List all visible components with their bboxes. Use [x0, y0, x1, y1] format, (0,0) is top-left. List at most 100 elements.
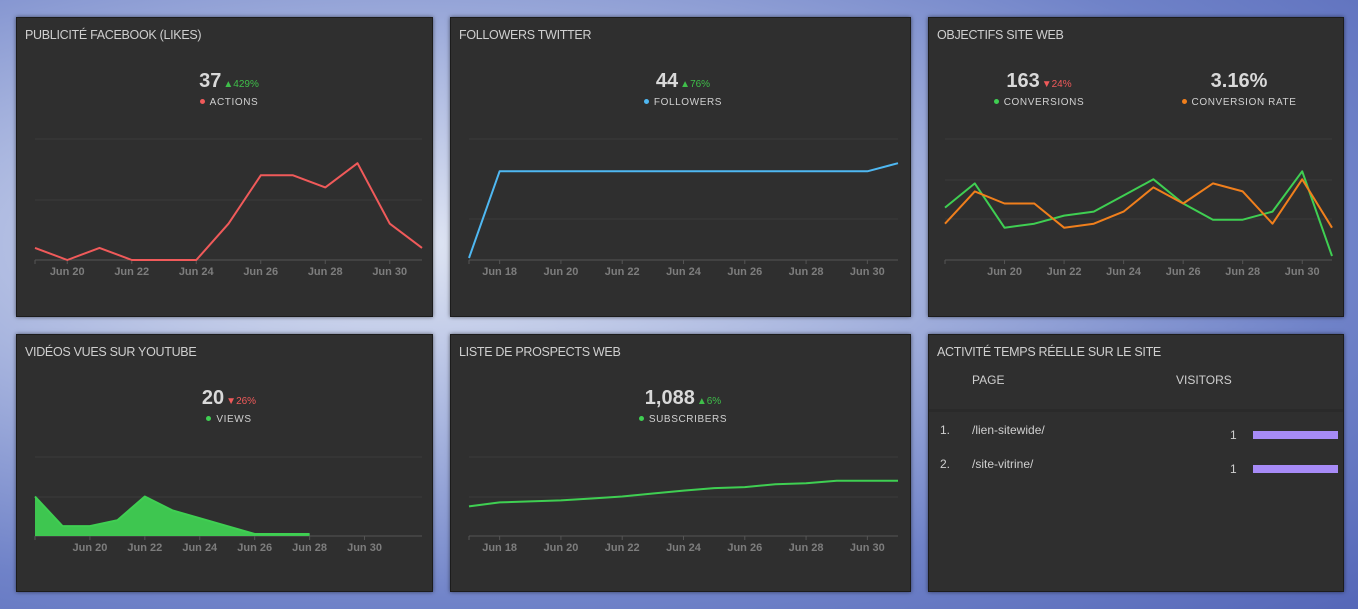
x-tick-label: Jun 20 — [987, 266, 1022, 278]
x-tick-label: Jun 28 — [789, 542, 824, 554]
x-tick-label: Jun 30 — [850, 542, 885, 554]
x-tick-label: Jun 28 — [308, 266, 343, 278]
x-tick-label: Jun 20 — [543, 266, 578, 278]
panel-title: PUBLICITÉ FACEBOOK (LIKES) — [25, 28, 202, 42]
series-line — [34, 495, 310, 535]
row-page-link[interactable]: /site-vitrine/ — [972, 457, 1034, 471]
x-tick-label: Jun 22 — [114, 266, 149, 278]
metrics: 37 ▲429% ACTIONS — [17, 70, 432, 110]
x-tick-label: Jun 22 — [605, 266, 640, 278]
legend-dot — [638, 415, 644, 421]
panel-title: OBJECTIFS SITE WEB — [937, 28, 1064, 42]
x-tick-label: Jun 24 — [179, 266, 215, 278]
x-tick-label: Jun 28 — [1225, 266, 1260, 278]
x-tick-label: Jun 30 — [347, 542, 382, 554]
panel-title: VIDÉOS VUES SUR YOUTUBE — [25, 345, 197, 359]
x-tick-label: Jun 26 — [727, 542, 762, 554]
panel-youtube-views: VIDÉOS VUES SUR YOUTUBE 20 ▼26% VIEWS Jun… — [16, 334, 433, 592]
legend-dot — [206, 415, 212, 421]
legend-dot — [1181, 98, 1187, 104]
x-tick-label: Jun 24 — [666, 266, 702, 278]
x-tick-label: Jun 22 — [127, 542, 162, 554]
visitors-bar — [1253, 465, 1338, 473]
metric-actions: 37 ▲429% ACTIONS — [109, 70, 349, 108]
x-tick-label: Jun 28 — [789, 266, 824, 278]
metric-value: 3.16% — [1210, 70, 1268, 92]
header-divider — [929, 409, 1343, 412]
metric-label: FOLLOWERS — [653, 97, 723, 108]
metric-views: 20 ▼26% VIEWS — [109, 387, 349, 425]
x-tick-label: Jun 30 — [1285, 266, 1320, 278]
x-tick-label: Jun 24 — [666, 542, 702, 554]
column-header-page: PAGE — [972, 373, 1005, 387]
x-tick-label: Jun 26 — [237, 542, 272, 554]
legend-dot — [993, 98, 999, 104]
legend-dot — [199, 98, 205, 104]
x-tick-label: Jun 20 — [543, 542, 578, 554]
row-rank: 2. — [940, 457, 951, 471]
x-tick-label: Jun 26 — [243, 266, 278, 278]
table-row[interactable]: 1. /lien-sitewide/ 1 — [929, 423, 1343, 443]
metric-label: CONVERSION RATE — [1191, 97, 1297, 108]
metric-change: ▼26% — [226, 396, 257, 407]
metrics: 1,088 ▲6% SUBSCRIBERS — [451, 387, 910, 427]
metric-change: ▲429% — [223, 79, 259, 90]
row-visitors: 1 — [1230, 462, 1237, 476]
metric-label: CONVERSIONS — [1003, 97, 1085, 108]
x-tick-label: Jun 24 — [1106, 266, 1142, 278]
metric-label: ACTIONS — [209, 97, 259, 108]
x-tick-label: Jun 20 — [72, 542, 107, 554]
x-tick-label: Jun 26 — [1166, 266, 1201, 278]
metric-change: ▲76% — [680, 79, 711, 90]
panel-realtime-activity: ACTIVITÉ TEMPS RÉELLE SUR LE SITE PAGE V… — [928, 334, 1344, 592]
x-tick-label: Jun 24 — [182, 542, 218, 554]
metric-value: 20 — [201, 387, 225, 409]
metric-subscribers: 1,088 ▲6% SUBSCRIBERS — [563, 387, 803, 425]
chart-website: Jun 20 Jun 22 Jun 24 Jun 26 Jun 28 Jun 30 — [944, 138, 1333, 278]
x-tick-label: Jun 18 — [482, 266, 517, 278]
x-tick-label: Jun 28 — [292, 542, 327, 554]
metric-change: ▲6% — [696, 396, 722, 407]
series-line — [34, 162, 423, 261]
panel-web-prospects: LISTE DE PROSPECTS WEB 1,088 ▲6% SUBSCRIB… — [450, 334, 911, 592]
metrics: 163 ▼24% CONVERSIONS 3.16% CONVERSION RAT… — [929, 70, 1343, 110]
column-header-visitors: VISITORS — [1176, 373, 1232, 387]
row-rank: 1. — [940, 423, 951, 437]
x-tick-label: Jun 22 — [1047, 266, 1082, 278]
x-tick-label: Jun 26 — [727, 266, 762, 278]
x-tick-label: Jun 30 — [372, 266, 407, 278]
metric-followers: 44 ▲76% FOLLOWERS — [563, 70, 803, 108]
x-tick-label: Jun 30 — [850, 266, 885, 278]
metric-conversions: 163 ▼24% CONVERSIONS — [919, 70, 1159, 108]
x-tick-label: Jun 18 — [482, 542, 517, 554]
chart-twitter: Jun 18 Jun 20 Jun 22 Jun 24 Jun 26 Jun 28 Jun … — [468, 138, 899, 278]
metric-value: 44 — [655, 70, 679, 92]
panel-twitter-followers: FOLLOWERS TWITTER 44 ▲76% FOLLOWERS Jun 1… — [450, 17, 911, 317]
panel-facebook-ads: PUBLICITÉ FACEBOOK (LIKES) 37 ▲429% ACTIO… — [16, 17, 433, 317]
panel-title: LISTE DE PROSPECTS WEB — [459, 345, 621, 359]
metric-value: 1,088 — [644, 387, 695, 409]
panel-title: FOLLOWERS TWITTER — [459, 28, 592, 42]
row-page-link[interactable]: /lien-sitewide/ — [972, 423, 1045, 437]
legend-dot — [643, 98, 649, 104]
x-tick-label: Jun 22 — [605, 542, 640, 554]
chart-youtube: Jun 20 Jun 22 Jun 24 Jun 26 Jun 28 Jun 30 — [34, 456, 422, 554]
visitors-bar — [1253, 431, 1338, 439]
panel-title: ACTIVITÉ TEMPS RÉELLE SUR LE SITE — [937, 345, 1161, 359]
metrics: 44 ▲76% FOLLOWERS — [451, 70, 910, 110]
chart-facebook: Jun 20 Jun 22 Jun 24 Jun 26 Jun 28 Jun 30 — [34, 138, 423, 278]
metric-label: VIEWS — [216, 414, 252, 425]
table-row[interactable]: 2. /site-vitrine/ 1 — [929, 457, 1343, 477]
row-visitors: 1 — [1230, 428, 1237, 442]
chart-prospects: Jun 18 Jun 20 Jun 22 Jun 24 Jun 26 Jun 28 Jun … — [468, 456, 898, 554]
series-line — [944, 170, 1333, 257]
series-line — [468, 162, 899, 259]
metric-change: ▼24% — [1041, 79, 1072, 90]
metrics: 20 ▼26% VIEWS — [17, 387, 432, 427]
metric-value: 163 — [1006, 70, 1040, 92]
series-line — [944, 178, 1333, 229]
series-area — [35, 496, 310, 536]
series-line — [468, 479, 898, 508]
x-tick-label: Jun 20 — [50, 266, 85, 278]
metric-conversion-rate: 3.16% CONVERSION RATE — [1119, 70, 1358, 108]
